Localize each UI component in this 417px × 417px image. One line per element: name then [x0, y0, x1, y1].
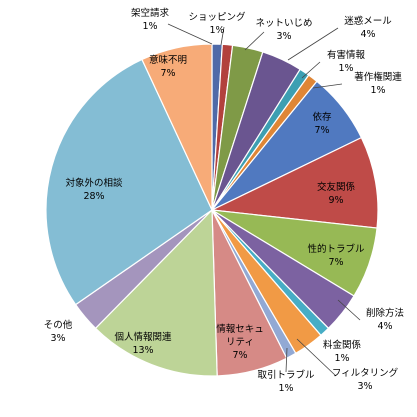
pie-slices	[45, 43, 379, 377]
slice-label: ショッピング 1%	[188, 11, 246, 36]
leader-lines	[167, 23, 361, 377]
slice-label: 架空請求 1%	[131, 7, 170, 32]
slice-label: その他 3%	[44, 319, 73, 344]
slice-label: フィルタリング 3%	[332, 367, 399, 392]
slice-label: 迷惑メール 4%	[344, 15, 392, 40]
leader-line	[312, 83, 343, 89]
slice-label: 意味不明 7%	[149, 54, 187, 79]
leader-line	[301, 61, 321, 79]
leader-line	[167, 23, 213, 45]
slice-label: 対象外の相談 28%	[65, 177, 123, 202]
pie-slice	[94, 208, 218, 377]
slice-label: 依存 7%	[312, 111, 332, 136]
pie-slice	[45, 58, 213, 306]
slice-label: 料金関係 1%	[323, 339, 362, 364]
slice-label: 性的トラブル 7%	[307, 243, 365, 268]
slice-label: 著作権関連 1%	[354, 71, 402, 96]
leader-line	[220, 26, 225, 46]
slice-label: 個人情報関連 13%	[114, 331, 172, 356]
slice-label: 情報セキュリティ 7%	[216, 323, 264, 361]
slice-labels: 架空請求 1% ショッピング 1% ネットいじめ 3% 迷惑メール 4% 有害情報 1%著作権関連…	[44, 7, 404, 394]
leader-line	[244, 31, 265, 51]
leader-line	[285, 347, 288, 373]
slice-label: 有害情報 1%	[327, 49, 366, 74]
slice-label: ネットいじめ 3%	[255, 18, 312, 42]
leader-line	[296, 338, 337, 377]
pie-slice	[209, 136, 379, 229]
leader-line	[337, 299, 361, 321]
leader-line	[287, 27, 339, 61]
slice-label: 取引トラブル 1%	[257, 369, 315, 394]
slice-label: 削除方法 4%	[366, 307, 404, 332]
slice-label: 交友関係 9%	[317, 181, 356, 206]
